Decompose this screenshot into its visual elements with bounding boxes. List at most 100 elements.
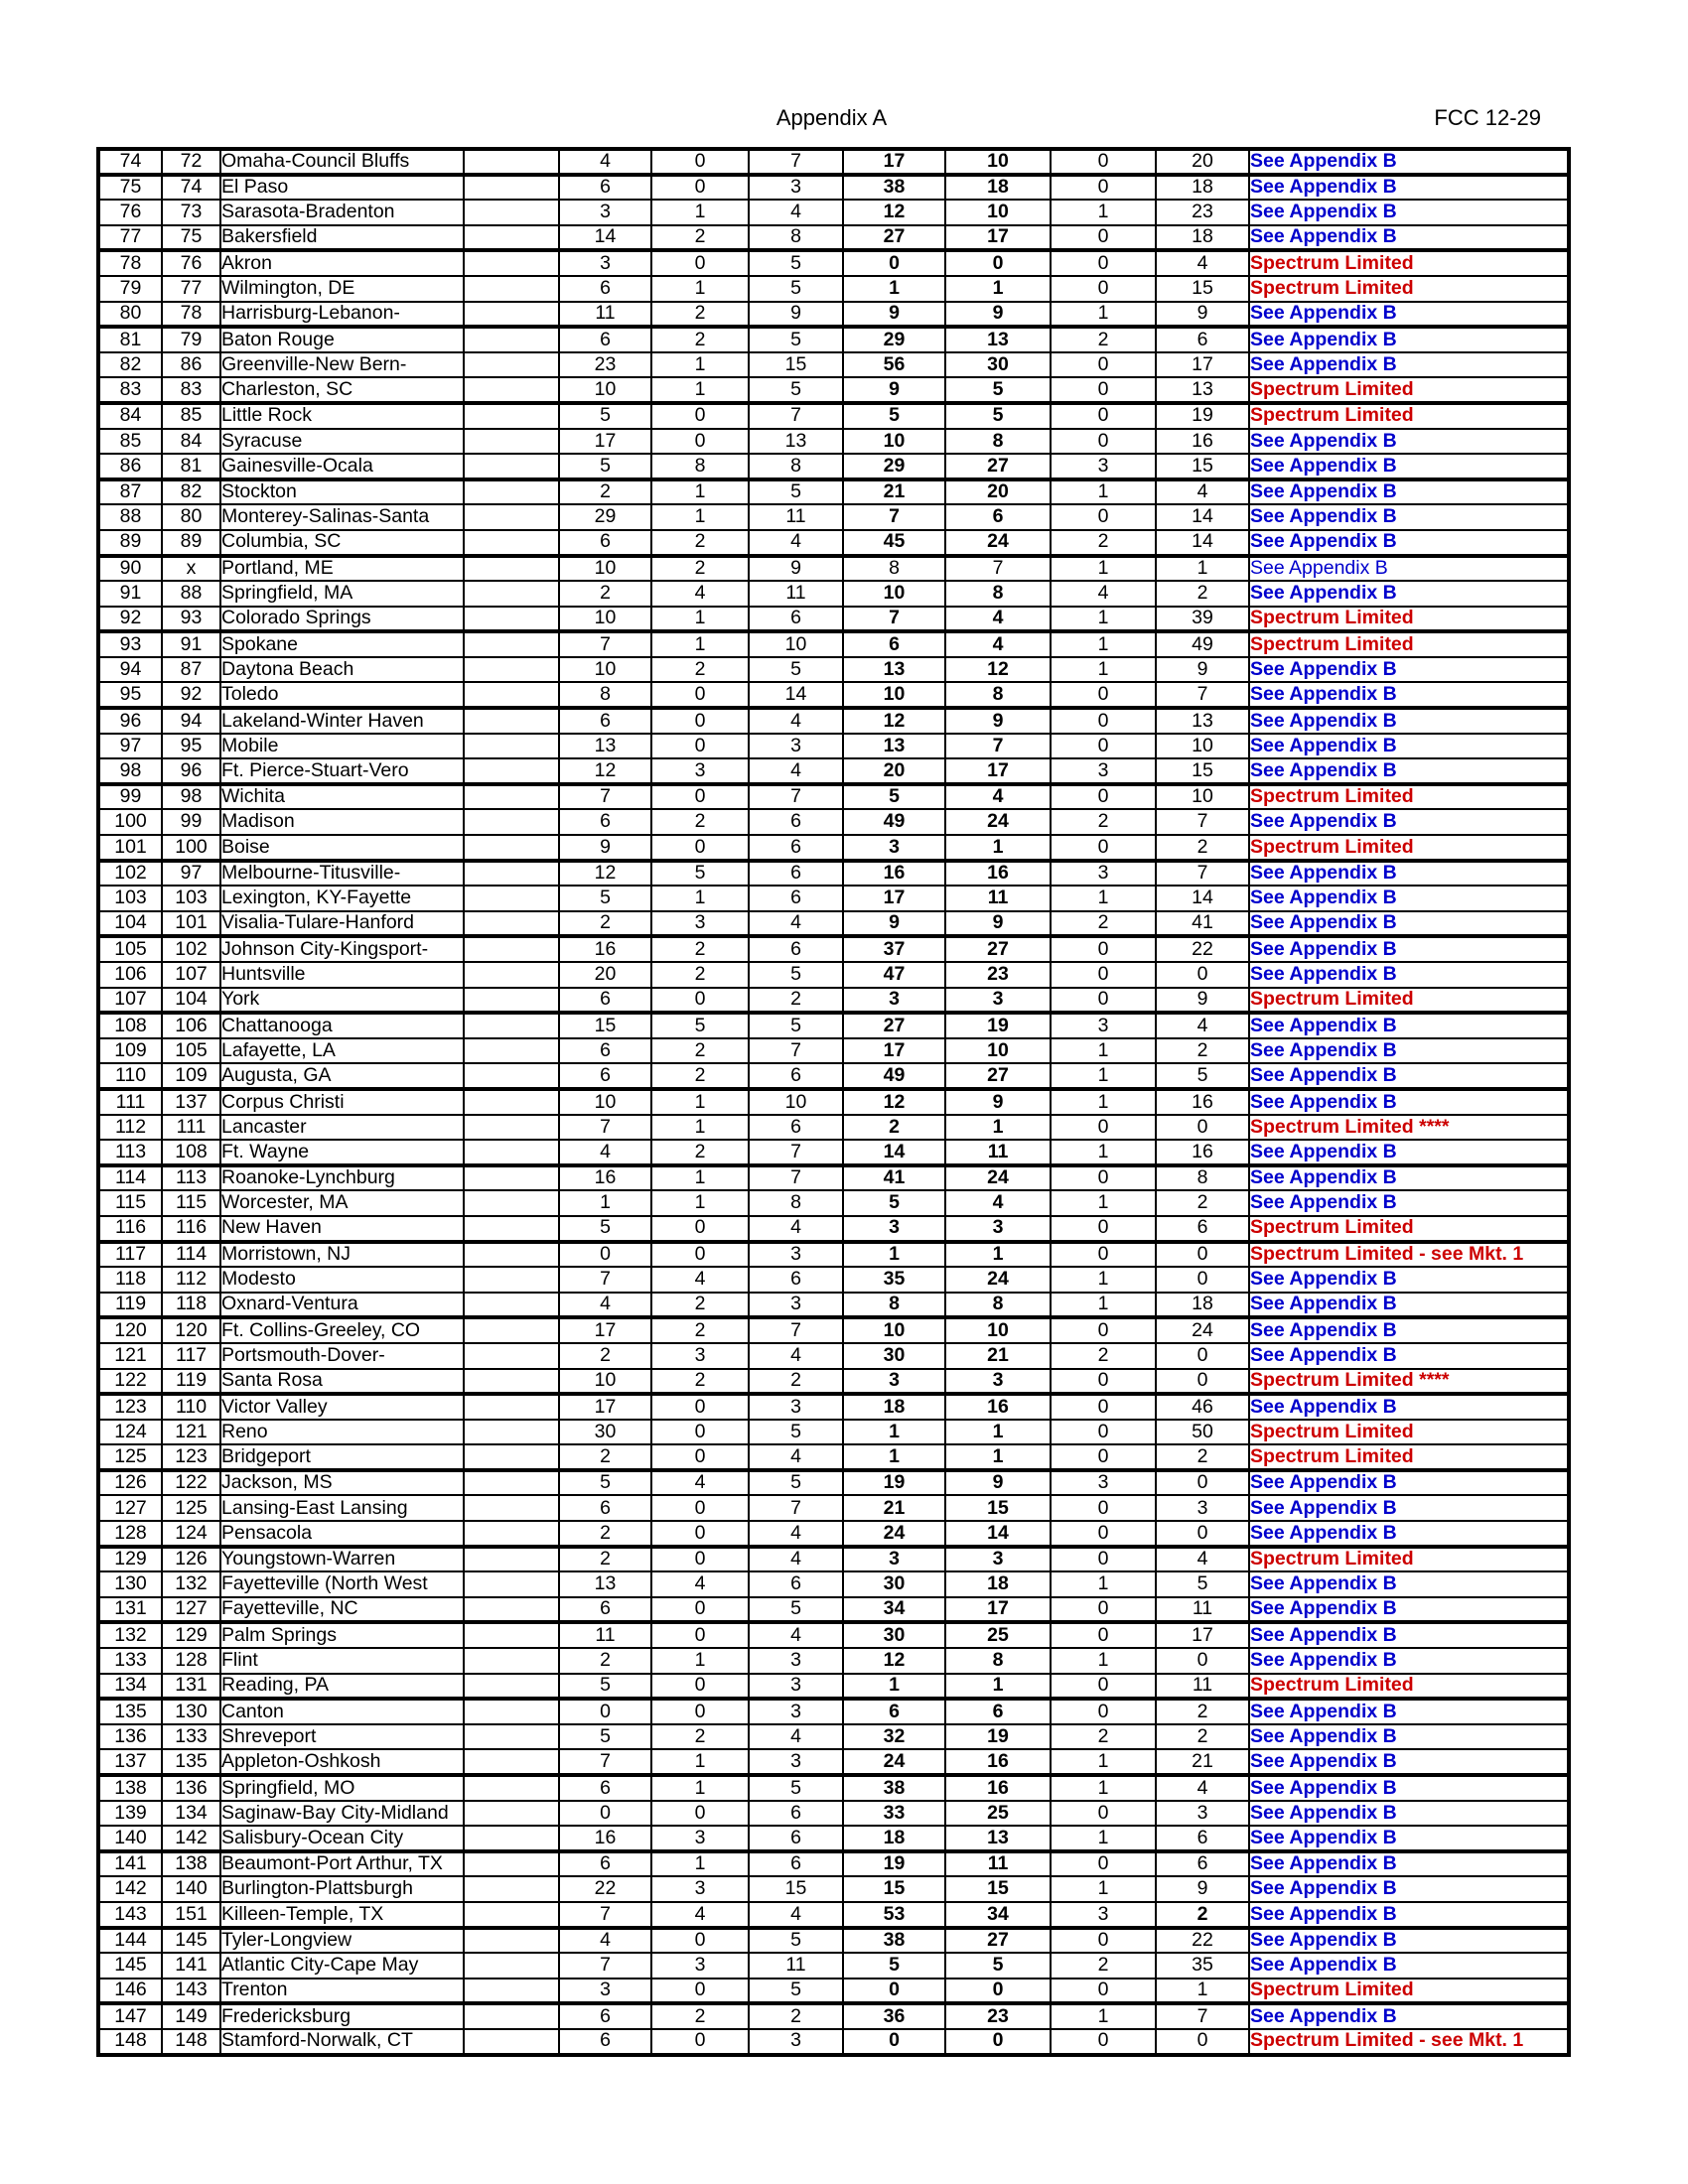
cell-value-4: 30: [842, 1341, 946, 1370]
cell-status: Spectrum Limited: [1248, 376, 1570, 405]
cell-value-4: 5: [842, 1189, 946, 1217]
table-row: 92 93 Colorado Springs 10 1 6 7 4 1 39 Spectrum Li…: [97, 605, 1570, 634]
cell-value-5: 1: [944, 1443, 1052, 1472]
cell-market: Bakersfield: [219, 223, 465, 253]
cell-value-2: 1: [650, 1087, 750, 1116]
cell-value-6: 2: [1050, 1341, 1157, 1370]
cell-rank: 77: [97, 223, 163, 253]
cell-rank: 96: [97, 707, 163, 735]
cell-value-5: 13: [944, 1825, 1052, 1853]
cell-value-6: 1: [1050, 1875, 1157, 1903]
cell-prev-rank: 108: [161, 1139, 221, 1167]
cell-value-2: 2: [650, 2002, 750, 2030]
cell-value-2: 1: [650, 199, 750, 226]
cell-status: See Appendix B: [1248, 909, 1570, 939]
table-row: 121 117 Portsmouth-Dover- 2 3 4 30 21 2 0 See Appe…: [97, 1341, 1570, 1370]
cell-value-5: 8: [944, 1647, 1052, 1675]
cell-value-4: 45: [842, 528, 946, 558]
cell-value-7: 6: [1155, 1849, 1250, 1878]
cell-rank: 106: [97, 961, 163, 989]
cell-value-2: 3: [650, 1952, 750, 1979]
cell-value-2: 2: [650, 1316, 750, 1344]
cell-value-6: 3: [1050, 453, 1157, 481]
cell-rank: 86: [97, 453, 163, 481]
cell-value-1: 17: [558, 1393, 652, 1421]
cell-prev-rank: 111: [161, 1113, 221, 1142]
cell-value-7: 10: [1155, 782, 1250, 811]
cell-value-1: 5: [558, 885, 652, 912]
cell-prev-rank: 97: [161, 859, 221, 887]
cell-value-1: 7: [558, 1748, 652, 1777]
cell-value-5: 16: [944, 859, 1052, 887]
cell-value-1: 4: [558, 1291, 652, 1320]
cell-value-2: 0: [650, 249, 750, 277]
cell-value-4: 12: [842, 199, 946, 226]
cell-value-6: 0: [1050, 1494, 1157, 1523]
cell-value-7: 15: [1155, 274, 1250, 303]
cell-value-1: 13: [558, 732, 652, 760]
cell-value-6: 0: [1050, 148, 1157, 177]
cell-value-6: 0: [1050, 782, 1157, 811]
cell-value-5: 10: [944, 1316, 1052, 1344]
cell-value-2: 0: [650, 1672, 750, 1702]
cell-value-5: 18: [944, 1570, 1052, 1598]
cell-value-5: 1: [944, 1240, 1052, 1269]
cell-value-3: 7: [748, 782, 844, 811]
cell-value-6: 2: [1050, 1722, 1157, 1751]
cell-prev-rank: 128: [161, 1647, 221, 1675]
cell-rank: 139: [97, 1799, 163, 1828]
cell-value-7: 8: [1155, 1163, 1250, 1192]
cell-prev-rank: 149: [161, 2002, 221, 2030]
cell-value-6: 0: [1050, 935, 1157, 963]
cell-value-3: 4: [748, 1443, 844, 1472]
cell-status: See Appendix B: [1248, 859, 1570, 887]
cell-value-6: 0: [1050, 1799, 1157, 1828]
cell-market: Madison: [219, 808, 465, 837]
cell-value-3: 9: [748, 300, 844, 330]
cell-market: Boise: [219, 834, 465, 863]
cell-value-1: 6: [558, 1494, 652, 1523]
cell-value-3: 14: [748, 681, 844, 711]
cell-blank: [463, 554, 560, 583]
cell-blank: [463, 782, 560, 811]
cell-rank: 122: [97, 1367, 163, 1397]
cell-value-7: 21: [1155, 1748, 1250, 1777]
cell-rank: 127: [97, 1494, 163, 1523]
cell-value-4: 7: [842, 605, 946, 634]
cell-value-1: 2: [558, 1520, 652, 1549]
cell-value-4: 29: [842, 326, 946, 353]
cell-rank: 107: [97, 986, 163, 1016]
cell-rank: 111: [97, 1087, 163, 1116]
table-row: 80 78 Harrisburg-Lebanon- 11 2 9 9 9 1 9 See Appen…: [97, 300, 1570, 330]
cell-value-3: 6: [748, 1849, 844, 1878]
cell-blank: [463, 249, 560, 277]
cell-value-4: 1: [842, 1672, 946, 1702]
cell-prev-rank: 129: [161, 1621, 221, 1650]
cell-value-7: 11: [1155, 1672, 1250, 1702]
cell-value-1: 7: [558, 630, 652, 658]
cell-prev-rank: 74: [161, 173, 221, 202]
cell-status: Spectrum Limited: [1248, 834, 1570, 863]
cell-blank: [463, 1087, 560, 1116]
cell-value-6: 0: [1050, 427, 1157, 456]
cell-value-5: 4: [944, 782, 1052, 811]
cell-value-1: 2: [558, 1545, 652, 1573]
cell-value-6: 1: [1050, 1036, 1157, 1065]
cell-value-6: 0: [1050, 1163, 1157, 1192]
cell-value-3: 6: [748, 605, 844, 634]
cell-value-2: 0: [650, 782, 750, 811]
cell-value-7: 14: [1155, 503, 1250, 531]
cell-blank: [463, 326, 560, 353]
table-row: 135 130 Canton 0 0 3 6 6 0 2 See Appendix B: [97, 1698, 1570, 1725]
cell-value-2: 2: [650, 554, 750, 583]
cell-prev-rank: 116: [161, 1214, 221, 1244]
cell-value-5: 12: [944, 655, 1052, 684]
cell-value-1: 12: [558, 859, 652, 887]
cell-value-2: 0: [650, 1393, 750, 1421]
cell-value-6: 1: [1050, 1189, 1157, 1217]
cell-blank: [463, 1875, 560, 1903]
cell-value-5: 9: [944, 707, 1052, 735]
cell-prev-rank: 102: [161, 935, 221, 963]
cell-status: See Appendix B: [1248, 1189, 1570, 1217]
cell-value-1: 17: [558, 427, 652, 456]
